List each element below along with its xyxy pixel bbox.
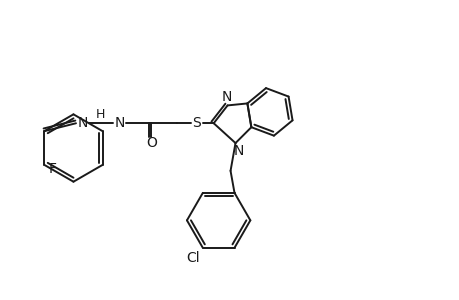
Text: H: H	[96, 108, 105, 121]
Text: N: N	[114, 116, 124, 130]
Text: N: N	[78, 116, 88, 130]
Text: O: O	[146, 136, 157, 150]
Text: S: S	[192, 116, 201, 130]
Text: N: N	[221, 91, 231, 104]
Text: F: F	[48, 162, 56, 176]
Text: N: N	[233, 144, 243, 158]
Text: Cl: Cl	[186, 251, 199, 265]
